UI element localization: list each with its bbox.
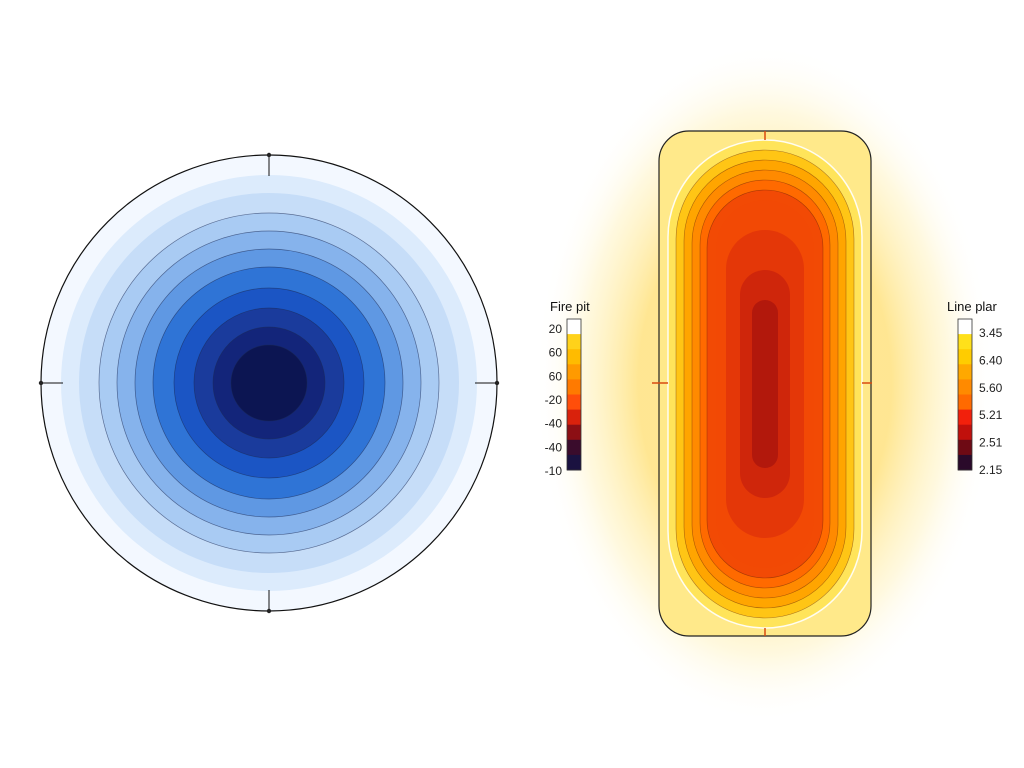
- colorbar-tick-label: -10: [545, 464, 563, 478]
- colorbar-segment: [567, 439, 581, 456]
- colorbar-segment: [567, 379, 581, 395]
- colorbar-segment: [958, 394, 972, 411]
- contour-level: [230, 344, 308, 422]
- colorbar-segment: [567, 319, 581, 335]
- colorbar-tick-label: -40: [545, 440, 563, 454]
- colorbar-tick-label: -40: [545, 417, 563, 431]
- colorbar-segment: [567, 454, 581, 471]
- stadium-contour-plot: [535, 43, 995, 723]
- colorbar-tick-label: 5.60: [979, 381, 1003, 395]
- colorbar-tick-label: -20: [545, 393, 563, 407]
- colorbar-tick-label: 20: [549, 322, 563, 336]
- colorbar-frame: [957, 318, 973, 471]
- colorbar-segment: [958, 349, 972, 365]
- colorbar-segment: [567, 424, 581, 441]
- colorbar-segment: [958, 334, 972, 350]
- colorbar-segment: [958, 454, 972, 471]
- colorbar-segment: [958, 379, 972, 395]
- colorbar-tick-label: 3.45: [979, 326, 1003, 340]
- colorbar-title: Line plar: [947, 299, 998, 314]
- colorbar-frame: [566, 318, 582, 471]
- colorbar-segment: [958, 424, 972, 441]
- axis-marker: [494, 380, 500, 386]
- colorbar-segment: [958, 439, 972, 456]
- axis-marker: [266, 152, 272, 158]
- colorbar-segment: [567, 334, 581, 350]
- colorbar-tick-label: 60: [549, 346, 563, 360]
- colorbar-segment: [567, 364, 581, 380]
- colorbar-segment: [567, 349, 581, 365]
- colorbar-tick-label: 60: [549, 369, 563, 383]
- colorbar-segment: [958, 409, 972, 426]
- colorbar-tick-label: 5.21: [979, 408, 1003, 422]
- circular-contour-plot: [38, 152, 500, 614]
- colorbar-segment: [567, 394, 581, 411]
- colorbar-line-plar: Line plar 3.45 6.40 5.60 5.21 2.51 2.15: [947, 299, 1003, 477]
- colorbar-segment: [567, 409, 581, 426]
- colorbar-tick-label: 6.40: [979, 353, 1003, 367]
- colorbar-tick-label: 2.15: [979, 463, 1003, 477]
- contour-level: [752, 300, 778, 468]
- axis-marker: [38, 380, 44, 386]
- colorbar-title: Fire pit: [550, 299, 590, 314]
- colorbar-segment: [958, 364, 972, 380]
- colorbar-segment: [958, 319, 972, 335]
- colorbar-tick-label: 2.51: [979, 436, 1003, 450]
- axis-marker: [266, 608, 272, 614]
- colorbar-fire-pit: Fire pit 20 60 60 -20 -40 -40 -10: [545, 299, 590, 478]
